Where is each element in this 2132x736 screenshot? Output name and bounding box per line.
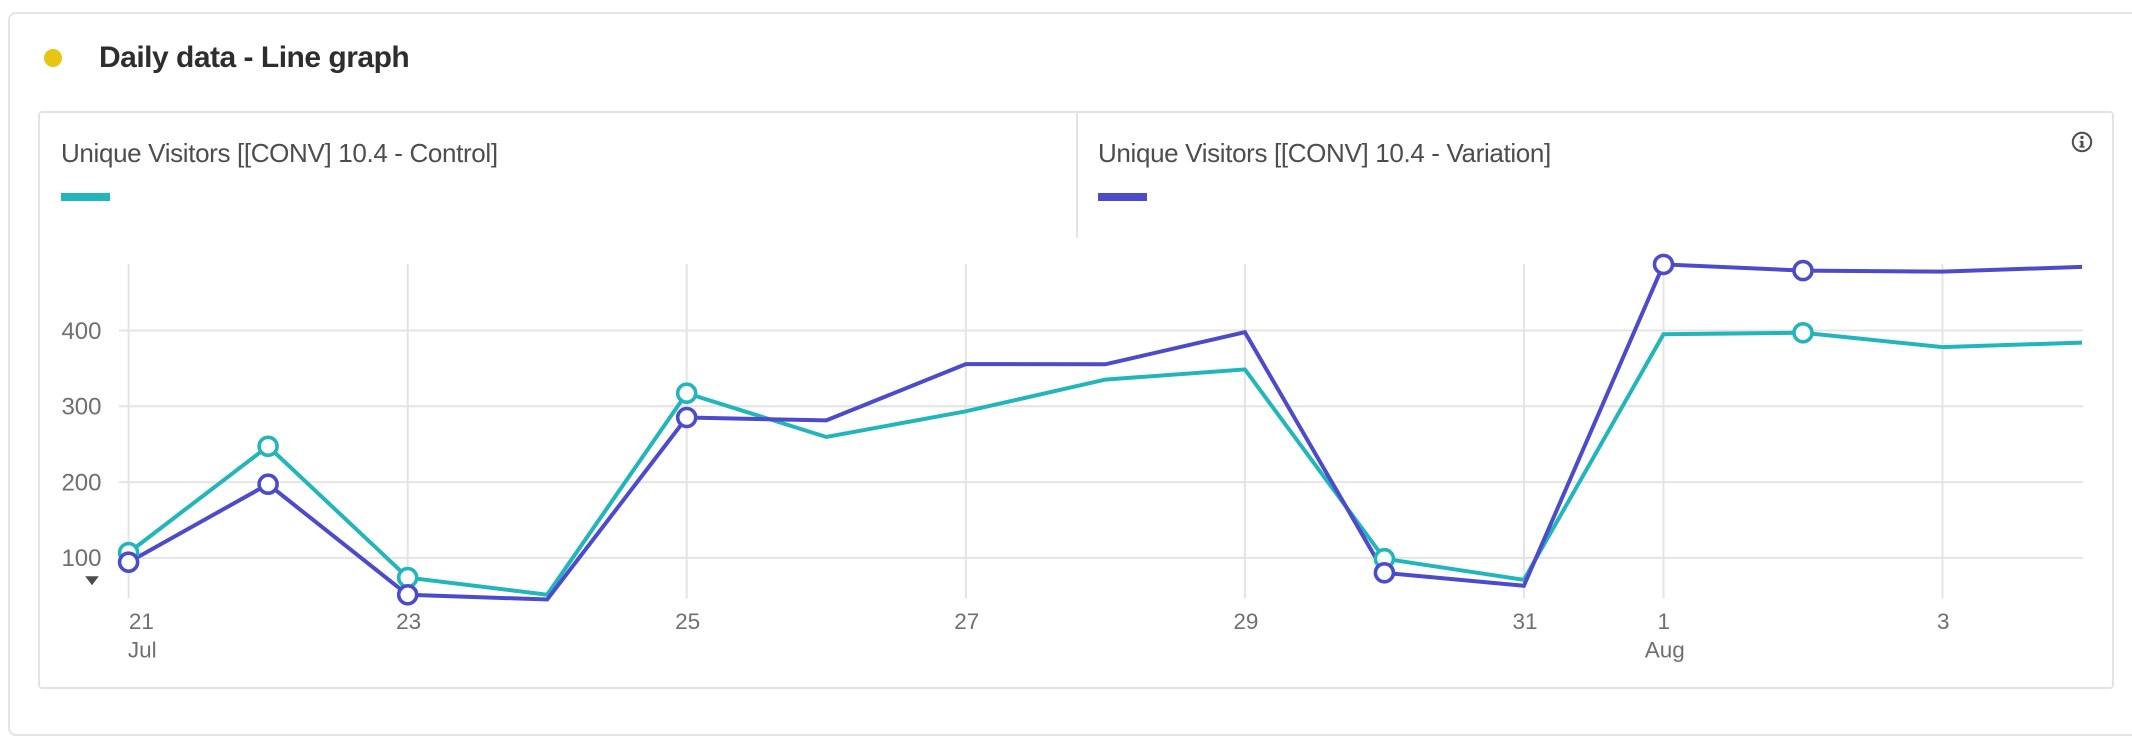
- svg-text:100: 100: [61, 545, 101, 572]
- svg-text:31: 31: [1512, 609, 1537, 634]
- svg-text:3: 3: [1937, 609, 1950, 634]
- svg-text:25: 25: [675, 609, 700, 634]
- svg-text:29: 29: [1233, 609, 1258, 634]
- svg-text:27: 27: [954, 609, 979, 634]
- svg-text:23: 23: [396, 609, 421, 634]
- svg-text:200: 200: [61, 469, 101, 496]
- svg-text:Aug: Aug: [1645, 638, 1685, 663]
- svg-text:Jul: Jul: [128, 638, 157, 663]
- svg-text:21: 21: [129, 609, 154, 634]
- svg-text:400: 400: [61, 318, 101, 345]
- svg-text:300: 300: [61, 394, 101, 421]
- svg-text:1: 1: [1658, 609, 1671, 634]
